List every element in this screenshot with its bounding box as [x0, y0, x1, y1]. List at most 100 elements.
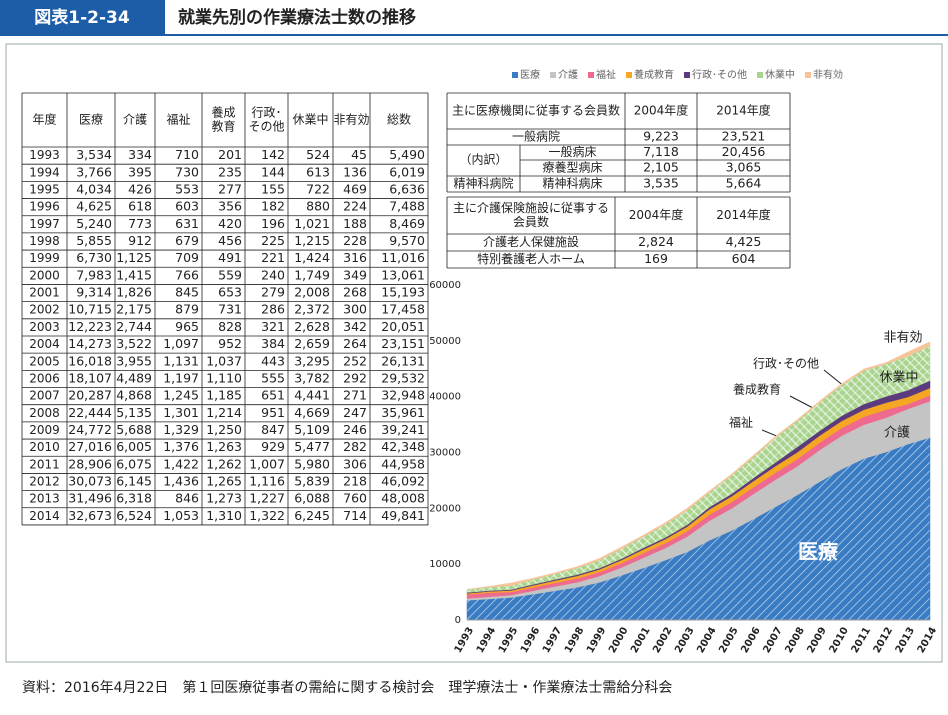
legend-label: 非有効: [813, 68, 843, 81]
table-cell: 7,118: [643, 144, 679, 159]
table-cell: 845: [175, 285, 199, 300]
table-cell: 2,105: [643, 160, 679, 175]
table-cell: 218: [343, 474, 367, 489]
table-cell: 1,329: [163, 422, 199, 437]
table-cell: 1999: [29, 251, 60, 265]
area-label: 医療: [798, 540, 838, 564]
table-cell: 5,688: [116, 422, 152, 437]
legend-label: 医療: [520, 68, 540, 81]
table-cell: 846: [175, 491, 199, 506]
table-cell: 12,223: [68, 319, 112, 334]
table-cell: 228: [343, 233, 367, 248]
table-cell: 766: [175, 267, 199, 282]
table-cell: 9,314: [76, 285, 112, 300]
table-cell: 196: [261, 216, 285, 231]
table-cell: 653: [218, 285, 242, 300]
legend-swatch: [588, 72, 594, 78]
table-cell: 912: [128, 233, 152, 248]
table-cell: 1,436: [163, 474, 199, 489]
table-cell: 710: [175, 147, 199, 162]
table-cell: 5,477: [294, 439, 330, 454]
table-cell: 精神科病院: [453, 176, 513, 191]
header-cell: 年度: [32, 112, 56, 127]
table-cell: 49,841: [381, 508, 425, 523]
x-tick-label: 1994: [475, 625, 498, 655]
table-cell: 252: [343, 353, 367, 368]
table-cell: 1,214: [206, 405, 242, 420]
table-cell: 療養型病床: [542, 160, 602, 175]
table-cell: 224: [343, 199, 367, 214]
table-cell: 5,135: [116, 405, 152, 420]
table-cell: 603: [175, 199, 199, 214]
table-cell: 1,301: [163, 405, 199, 420]
header-cell: 非有効: [333, 112, 369, 127]
table-cell: 443: [261, 353, 285, 368]
table-cell: 235: [218, 164, 242, 179]
table-cell: 604: [732, 251, 756, 266]
y-tick-label: 30000: [429, 448, 461, 459]
table-cell: 553: [175, 181, 199, 196]
table-cell: 773: [128, 216, 152, 231]
table-cell: 45: [351, 147, 367, 162]
content-frame: [5, 43, 943, 663]
table-cell: 225: [261, 233, 285, 248]
table-cell: 182: [261, 199, 285, 214]
x-tick-label: 2004: [695, 625, 718, 655]
table-cell: 2002: [29, 303, 60, 317]
header-cell: 会員数: [513, 214, 549, 229]
table-cell: 4,669: [294, 405, 330, 420]
legend-swatch: [512, 72, 518, 78]
table-cell: 426: [128, 181, 152, 196]
table-cell: 965: [175, 319, 199, 334]
table-cell: 760: [343, 491, 367, 506]
table-cell: 1,007: [249, 456, 285, 471]
x-tick-label: 2003: [673, 625, 696, 655]
x-tick-label: 1997: [541, 625, 564, 655]
table-cell: 395: [128, 164, 152, 179]
table-cell: 631: [175, 216, 199, 231]
table-cell: 651: [261, 388, 285, 403]
header-cell: 養成: [211, 105, 235, 120]
x-tick-label: 1998: [563, 625, 586, 655]
x-tick-label: 2006: [739, 625, 762, 655]
legend-label: 行政･その他: [692, 68, 747, 81]
table-cell: 282: [343, 439, 367, 454]
legend-label: 休業中: [765, 68, 795, 81]
table-cell: 20,287: [68, 388, 112, 403]
table-cell: 3,766: [76, 164, 112, 179]
table-cell: 491: [218, 250, 242, 265]
header-cell: 医療: [79, 113, 103, 127]
table-cell: 精神科病床: [542, 176, 602, 191]
table-cell: 2006: [29, 371, 60, 385]
table-cell: 2011: [29, 457, 60, 471]
header-cell: 2014年度: [716, 207, 771, 222]
table-cell: 709: [175, 250, 199, 265]
table-cell: 2004: [29, 337, 60, 351]
table-cell: 4,034: [76, 181, 112, 196]
table-cell: 11,016: [381, 250, 425, 265]
x-tick-label: 1999: [585, 625, 608, 655]
table-cell: 44,958: [381, 456, 425, 471]
table-cell: 880: [306, 199, 330, 214]
header-cell: 主に介護保険施設に従事する: [453, 200, 609, 215]
area-label: 休業中: [879, 370, 918, 386]
table-cell: 1,227: [249, 491, 285, 506]
area-label: 非有効: [883, 331, 922, 346]
table-cell: 2003: [29, 320, 60, 334]
table-cell: 1995: [29, 182, 60, 196]
table-cell: 559: [218, 267, 242, 282]
table-cell: 5,839: [294, 474, 330, 489]
header-cell: 介護: [123, 112, 147, 127]
table-cell: 2013: [29, 492, 60, 506]
table-cell: 6,524: [116, 508, 152, 523]
table-cell: 2,659: [294, 336, 330, 351]
table-cell: 一般病床: [548, 144, 596, 159]
table-cell: 28,906: [68, 456, 112, 471]
y-tick-label: 0: [455, 615, 461, 626]
x-tick-label: 2010: [828, 625, 851, 655]
table-cell: 679: [175, 233, 199, 248]
table-cell: 2,008: [294, 285, 330, 300]
table-cell: 271: [343, 388, 367, 403]
table-cell: 23,521: [722, 129, 766, 144]
